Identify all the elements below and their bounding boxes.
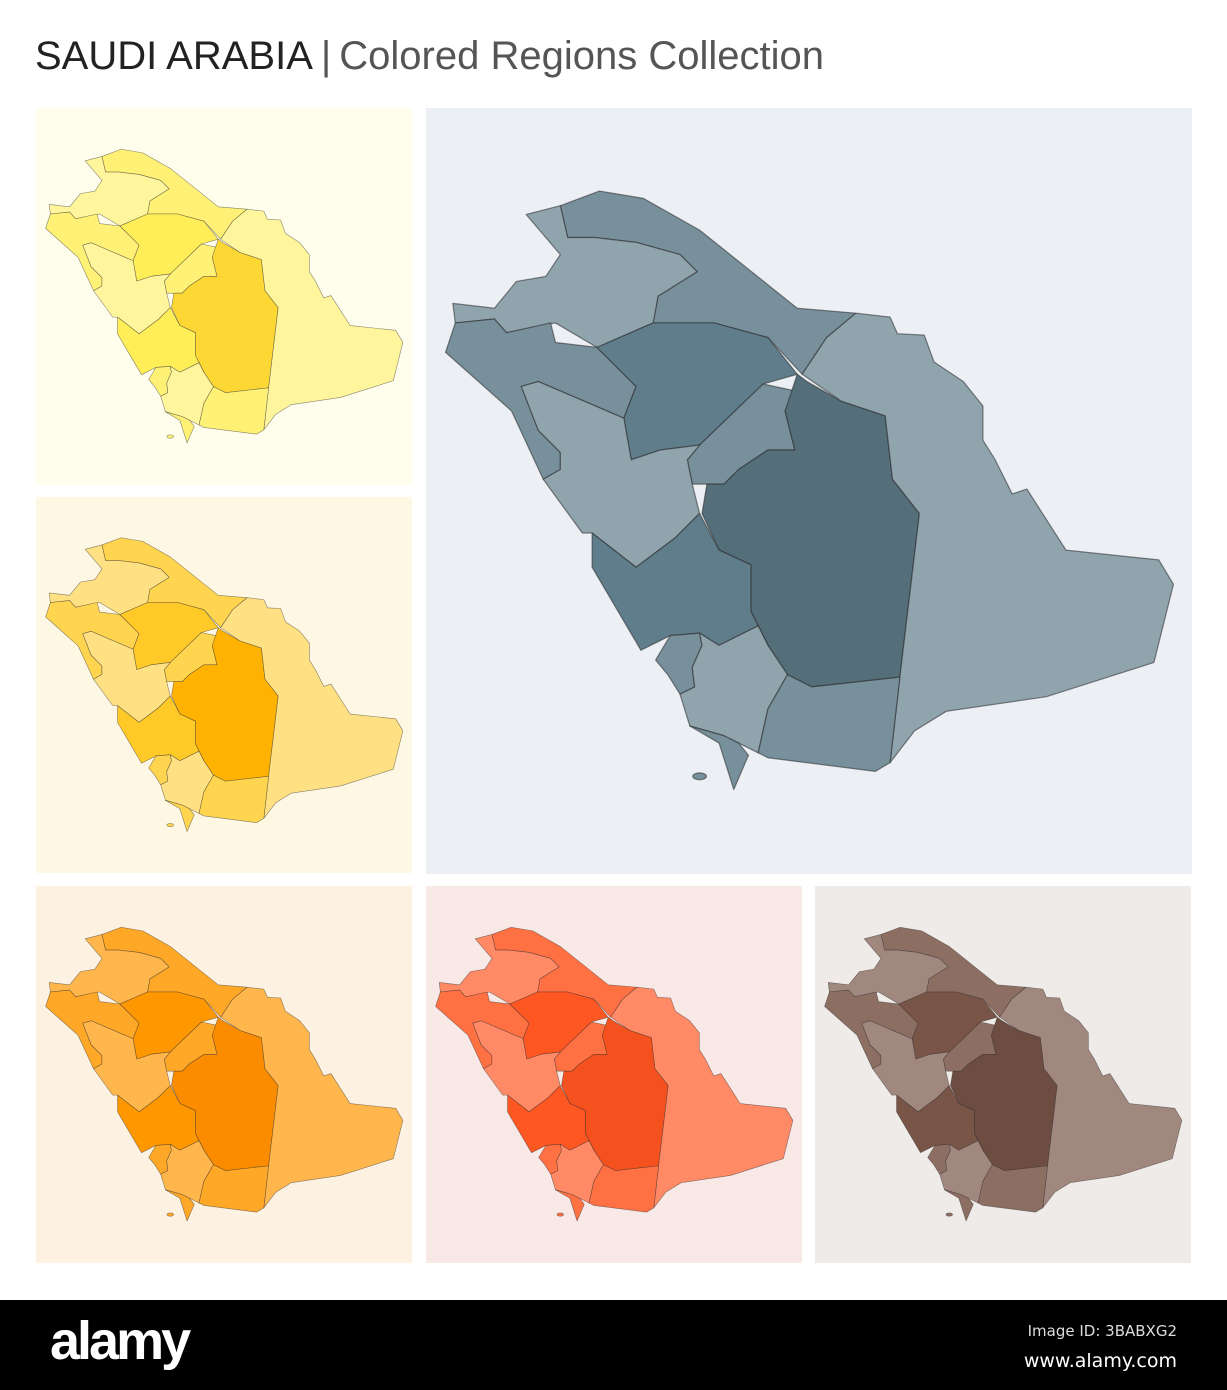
region-farasan-islands (692, 772, 708, 781)
image-id: Image ID: 3BABXG2 (1027, 1322, 1177, 1340)
region-al-jawf (452, 205, 698, 348)
region-farasan-islands (556, 1212, 564, 1217)
region-eastern (220, 208, 404, 431)
region-al-jawf (827, 934, 949, 1005)
saudi-arabia-map (45, 926, 404, 1222)
region-al-jawf (48, 934, 170, 1005)
region-al-jawf (48, 544, 170, 615)
region-jizan (555, 1189, 585, 1222)
map-panel-deep-orange (426, 886, 802, 1263)
map-panel-brown (815, 886, 1191, 1263)
region-najran (198, 1164, 269, 1213)
region-najran (198, 386, 269, 435)
region-farasan-islands (945, 1212, 953, 1217)
map-panel-blue-grey (426, 108, 1192, 874)
page-title: SAUDI ARABIA | Colored Regions Collection (35, 34, 824, 79)
region-jizan (689, 725, 750, 791)
map-panel-amber (36, 497, 412, 873)
alamy-logo: alamy (50, 1311, 191, 1371)
saudi-arabia-map (824, 926, 1183, 1222)
saudi-arabia-map (444, 190, 1175, 791)
region-eastern (801, 312, 1175, 764)
region-najran (977, 1164, 1048, 1213)
region-eastern (220, 597, 404, 819)
title-country: SAUDI ARABIA (35, 34, 313, 78)
title-separator: | (320, 34, 332, 78)
site-url[interactable]: www.alamy.com (1023, 1350, 1177, 1372)
region-farasan-islands (166, 434, 174, 439)
footer-bar: alamy Image ID: 3BABXG2 www.alamy.com (0, 1300, 1227, 1390)
region-najran (198, 774, 269, 823)
region-eastern (220, 986, 404, 1209)
region-jizan (165, 411, 195, 444)
region-jizan (165, 800, 195, 832)
region-eastern (999, 986, 1183, 1209)
map-panel-yellow (36, 108, 412, 485)
saudi-arabia-map (45, 148, 404, 444)
region-najran (757, 674, 901, 773)
saudi-arabia-map (435, 926, 794, 1222)
region-al-jawf (438, 934, 560, 1005)
region-jizan (944, 1189, 974, 1222)
title-subtitle: Colored Regions Collection (339, 34, 824, 78)
region-farasan-islands (166, 823, 174, 828)
map-panel-orange (36, 886, 412, 1263)
region-najran (588, 1164, 659, 1213)
region-farasan-islands (166, 1212, 174, 1217)
region-al-jawf (48, 156, 170, 227)
region-eastern (610, 986, 794, 1209)
saudi-arabia-map (45, 537, 404, 832)
region-jizan (165, 1189, 195, 1222)
